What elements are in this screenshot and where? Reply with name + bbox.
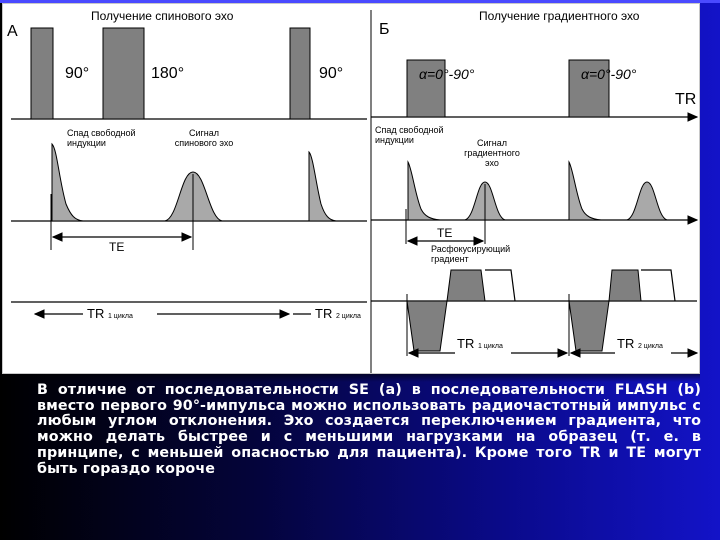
alpha-pulse-2-b [568,59,610,118]
panel-a-pulse-90-label: 90° [65,65,90,82]
panel-a-echo-label: Сигнал спинового эхо [174,128,234,148]
slide-caption: В отличие от последовательности SE (а) в… [37,382,701,477]
panel-a-pulse-180-label: 180° [151,65,185,82]
gradient-lobe-negative-2 [568,300,610,352]
gradient-readout-2 [641,269,676,302]
panel-a-tr-label: TR 1 цикла [87,306,133,321]
panel-b-tr-label-1: TR 1 цикла [457,336,503,351]
fid-curve-a [51,142,84,222]
panel-b-gradient-label: Расфокусирующий градиент [431,244,511,264]
alpha-pulse-1-b [406,59,446,118]
gradient-lobe-negative-1 [406,300,448,352]
panel-b-alpha-label-1: α=0°-90° [419,66,475,82]
panel-a-letter: А [7,23,18,40]
gradient-lobe-positive-1 [446,269,486,302]
echo-curve-second-b [626,181,668,221]
gradient-readout-1 [485,269,516,302]
panel-a-pulse-90-second-label: 90° [319,65,344,82]
panel-b-alpha-label-2: α=0°-90° [581,66,637,82]
fid-curve-b [407,160,441,221]
panel-a-title: Получение спинового эхо [91,9,234,23]
panel-b-tr-axis-label: TR [675,91,697,108]
diagram-shadow [20,374,700,382]
mri-sequence-diagram: А Получение спинового эхо 90° 180° 90° С… [2,3,700,374]
top-accent-bar [0,0,720,3]
panel-b-letter: Б [379,21,390,38]
panel-b-tr-label-2: TR 2 цикла [617,336,663,351]
panel-a-tr2-label: TR 2 цикла [315,306,361,321]
panel-b-echo-label: Сигнал градиентного эхо [464,138,520,168]
pulse-90-second-a [289,27,311,120]
panel-a-fid-label: Спад свободной индукции [67,128,136,148]
panel-b-te-label: TE [437,226,453,240]
pulse-180-a [102,27,145,120]
diagram-graphics [11,10,699,373]
pulse-90-a [30,27,54,120]
panel-b-fid-label: Спад свободной индукции [375,125,444,145]
panel-b-graphics [370,10,699,373]
gradient-lobe-positive-2 [608,269,642,302]
panel-a-graphics [11,27,367,319]
panel-a-te-label: TE [109,240,125,254]
panel-b-title: Получение градиентного эхо [479,9,640,23]
fid-curve-second-b [568,160,602,221]
fid-curve-second-a [308,150,337,222]
